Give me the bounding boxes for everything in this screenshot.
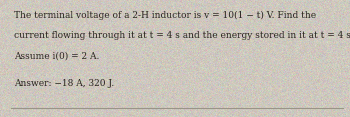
Text: Answer: −18 A, 320 J.: Answer: −18 A, 320 J. [14, 79, 114, 88]
Text: Assume i(0) = 2 A.: Assume i(0) = 2 A. [14, 51, 99, 60]
Text: The terminal voltage of a 2-H inductor is v = 10(1 − t) V. Find the: The terminal voltage of a 2-H inductor i… [14, 11, 316, 20]
Text: current flowing through it at t = 4 s and the energy stored in it at t = 4 s.: current flowing through it at t = 4 s an… [14, 31, 350, 40]
